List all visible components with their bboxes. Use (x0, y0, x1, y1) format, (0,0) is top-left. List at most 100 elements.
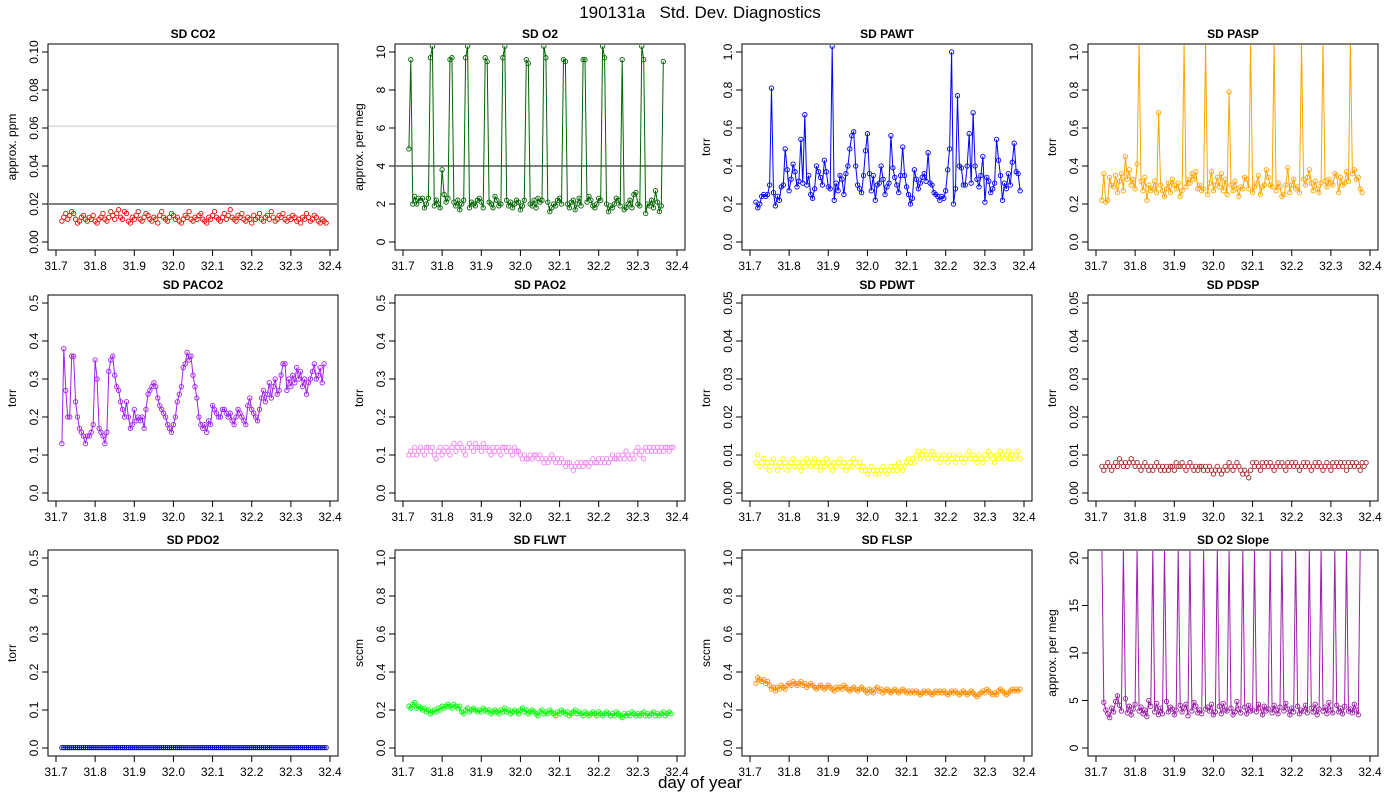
data-point (811, 456, 818, 462)
x-tick-label: 31.8 (430, 765, 454, 779)
data-point (798, 136, 804, 143)
data-point (102, 440, 108, 447)
x-tick-label: 32.4 (1358, 510, 1382, 524)
figure-xlabel: day of year (657, 773, 743, 792)
data-point (786, 188, 792, 194)
data-point (419, 195, 426, 201)
data-point (509, 452, 516, 458)
y-tick-label: 0.05 (1067, 291, 1081, 315)
plot-frame (1087, 294, 1379, 502)
data-point (70, 353, 77, 359)
data-point (1364, 0, 1368, 2)
data-point (764, 191, 771, 198)
data-point (894, 182, 900, 188)
x-tick-label: 31.9 (1163, 259, 1187, 273)
y-tick-label: 10 (1067, 646, 1081, 660)
x-tick-label: 31.7 (1084, 510, 1108, 524)
panel-title: SD PASP (1207, 27, 1259, 41)
data-point (1191, 176, 1197, 182)
data-point (1206, 708, 1213, 714)
data-point (121, 744, 128, 751)
y-tick-label: 2 (374, 200, 388, 207)
y-axis-label: torr (699, 389, 713, 407)
data-point (915, 448, 921, 454)
x-tick-label: 31.9 (123, 259, 147, 273)
data-point (1171, 467, 1177, 473)
data-point (648, 197, 655, 203)
data-point (1287, 712, 1293, 718)
data-point (925, 150, 931, 156)
data-point (1189, 708, 1195, 714)
y-tick-label: 0.0 (27, 739, 41, 756)
data-point (980, 459, 986, 466)
data-point (1302, 702, 1309, 708)
data-point (594, 201, 600, 207)
x-tick-label: 32.3 (279, 259, 303, 273)
data-point (437, 205, 443, 211)
x-tick-label: 32.1 (895, 259, 919, 273)
data-point (1144, 713, 1150, 720)
data-point (1126, 167, 1132, 173)
data-point (166, 744, 173, 751)
data-point (757, 201, 763, 207)
data-point (982, 199, 988, 205)
data-point (909, 195, 916, 201)
data-point (770, 456, 777, 462)
y-tick-label: 0.0 (1067, 233, 1081, 250)
plot-area (396, 45, 684, 217)
data-point (806, 172, 812, 179)
panel-title: SD FLWT (514, 533, 567, 547)
data-point (82, 440, 89, 447)
data-point (811, 186, 818, 192)
data-point (1101, 699, 1107, 706)
data-point (1259, 712, 1266, 718)
data-point (831, 197, 837, 203)
data-point (950, 201, 957, 207)
y-tick-label: 0.3 (27, 370, 41, 387)
x-tick-label: 32.2 (240, 510, 264, 524)
data-point (892, 174, 898, 181)
data-point (1177, 193, 1183, 200)
data-point (1265, 174, 1271, 181)
data-point (92, 357, 98, 363)
data-point (833, 180, 839, 186)
y-tick-label: 0.6 (721, 625, 735, 642)
data-point (305, 744, 312, 751)
data-point (466, 205, 473, 211)
data-point (782, 146, 788, 152)
data-point (999, 197, 1006, 203)
data-point (72, 744, 79, 751)
data-point (272, 376, 278, 382)
data-point (886, 180, 892, 186)
data-point (94, 376, 100, 382)
data-point (829, 467, 835, 473)
panel-title: SD PACO2 (163, 278, 224, 292)
data-point (96, 744, 102, 751)
y-tick-label: 0.00 (1067, 481, 1081, 505)
data-point (292, 744, 298, 751)
data-point (247, 395, 253, 401)
y-tick-label: 10 (374, 45, 388, 59)
data-point (970, 110, 976, 116)
data-point (1249, 189, 1256, 196)
data-point (410, 452, 416, 458)
data-point (457, 703, 463, 709)
data-point (1289, 182, 1295, 188)
data-point (192, 383, 198, 390)
data-point (498, 452, 504, 458)
data-point (1138, 704, 1144, 710)
data-point (207, 421, 214, 428)
data-point (851, 129, 857, 135)
y-tick-label: 0.2 (27, 408, 41, 425)
y-axis-label: torr (699, 138, 713, 156)
data-point (254, 418, 261, 424)
data-point (437, 444, 443, 451)
plot-area (753, 675, 1023, 700)
y-tick-label: 0.8 (374, 587, 388, 604)
plot-frame (47, 294, 339, 502)
data-point (324, 0, 328, 2)
data-point (1154, 700, 1160, 707)
data-point (176, 391, 182, 397)
y-tick-label: 0.2 (1067, 195, 1081, 212)
data-point (202, 421, 208, 428)
